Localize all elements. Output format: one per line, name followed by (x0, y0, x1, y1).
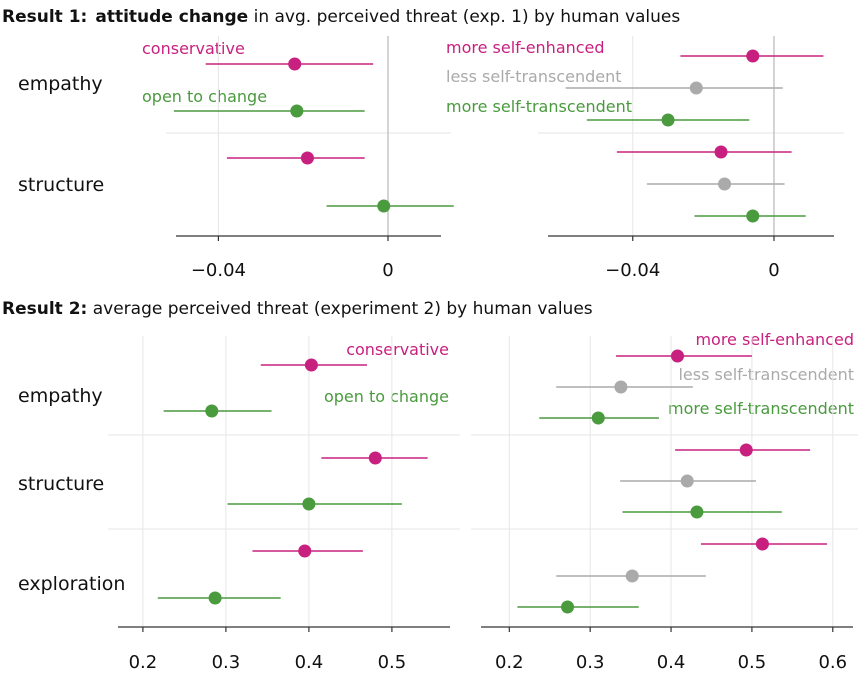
data-point (718, 177, 732, 191)
series-label-conservative: conservative (346, 340, 449, 359)
series-label-more-self-transcendent: more self-transcendent (668, 399, 854, 418)
series-label-conservative: conservative (142, 39, 245, 58)
x-tick-label: 0.5 (378, 652, 407, 673)
data-point (368, 451, 382, 465)
row-label-empathy: empathy (18, 73, 103, 95)
data-point (614, 380, 628, 394)
x-tick-label: 0.3 (212, 652, 241, 673)
result-2-title-prefix: Result 2: (2, 299, 87, 319)
data-point (304, 358, 318, 372)
data-point (288, 57, 302, 71)
series-label-more-self-enhanced: more self-enhanced (446, 38, 605, 57)
data-point (591, 411, 605, 425)
row-label-exploration: exploration (18, 573, 125, 595)
data-point (561, 600, 575, 614)
row-label-structure: structure (18, 174, 104, 196)
x-tick-label: −0.04 (191, 260, 246, 281)
x-tick-label: 0.5 (738, 652, 767, 673)
data-point (671, 349, 685, 363)
series-label-less-self-transcendent: less self-transcendent (446, 67, 622, 86)
x-tick-label: 0.6 (818, 652, 847, 673)
data-point (302, 497, 316, 511)
x-tick-label: 0 (768, 260, 779, 281)
x-tick-label: 0 (382, 260, 393, 281)
data-point (208, 591, 222, 605)
data-point (205, 404, 219, 418)
result-1-title-prefix: Result 1: (2, 7, 87, 27)
data-point (755, 537, 769, 551)
data-point (690, 505, 704, 519)
x-tick-label: −0.04 (605, 260, 660, 281)
data-point (661, 113, 675, 127)
series-label-more-self-transcendent: more self-transcendent (446, 97, 632, 116)
row-label-structure: structure (18, 473, 104, 495)
data-point (300, 151, 314, 165)
x-tick-label: 0.4 (295, 652, 324, 673)
result-2-title-rest: average perceived threat (experiment 2) … (87, 299, 592, 319)
x-tick-label: 0.4 (657, 652, 686, 673)
series-label-open-to-change: open to change (142, 87, 267, 106)
x-tick-label: 0.2 (495, 652, 524, 673)
data-point (290, 104, 304, 118)
result-1-title: Result 1: attitude change in avg. perceiv… (2, 7, 680, 27)
data-point (625, 569, 639, 583)
data-point (377, 199, 391, 213)
result-1-title-rest: in avg. perceived threat (exp. 1) by hum… (248, 7, 680, 27)
data-point (680, 474, 694, 488)
result-2-title: Result 2: average perceived threat (expe… (2, 299, 593, 319)
row-label-empathy: empathy (18, 385, 103, 407)
data-point (714, 145, 728, 159)
x-tick-label: 0.3 (576, 652, 605, 673)
series-label-less-self-transcendent: less self-transcendent (678, 365, 854, 384)
data-point (746, 49, 760, 63)
series-label-more-self-enhanced: more self-enhanced (695, 330, 854, 349)
data-point (689, 81, 703, 95)
x-tick-label: 0.2 (129, 652, 158, 673)
data-point (746, 209, 760, 223)
data-point (739, 443, 753, 457)
data-point (298, 544, 312, 558)
plot-area: −0.04 0 −0.04 0 0.2 0.3 0.4 0.5 0.2 0.3 0.4 0.5 0.6 (108, 36, 858, 673)
series-label-open-to-change: open to change (324, 387, 449, 406)
result-1-title-bold: attitude change (95, 7, 248, 27)
